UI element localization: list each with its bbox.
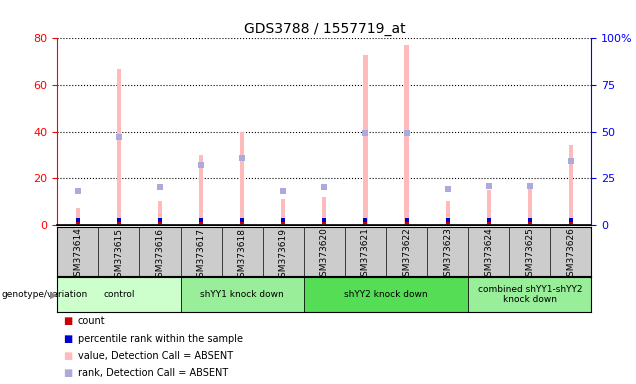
- Text: count: count: [78, 316, 105, 326]
- Bar: [304, 277, 468, 312]
- Title: GDS3788 / 1557719_at: GDS3788 / 1557719_at: [244, 22, 405, 36]
- Bar: [363, 55, 368, 225]
- Bar: [57, 277, 181, 312]
- Bar: [468, 277, 591, 312]
- Text: genotype/variation: genotype/variation: [1, 290, 88, 299]
- Text: ■: ■: [64, 334, 73, 344]
- Text: GSM373618: GSM373618: [238, 228, 247, 283]
- Text: GSM373616: GSM373616: [155, 228, 165, 283]
- Text: GSM373617: GSM373617: [197, 228, 205, 283]
- Bar: [240, 132, 244, 225]
- Text: GSM373623: GSM373623: [443, 228, 452, 283]
- Bar: [322, 197, 326, 225]
- Text: GSM373621: GSM373621: [361, 228, 370, 283]
- Bar: [281, 199, 286, 225]
- Text: GSM373620: GSM373620: [320, 228, 329, 283]
- Text: value, Detection Call = ABSENT: value, Detection Call = ABSENT: [78, 351, 233, 361]
- Bar: [117, 69, 121, 225]
- Bar: [404, 45, 408, 225]
- Text: percentile rank within the sample: percentile rank within the sample: [78, 334, 242, 344]
- Bar: [181, 277, 304, 312]
- Text: shYY1 knock down: shYY1 knock down: [200, 290, 284, 299]
- Text: control: control: [103, 290, 135, 299]
- Bar: [487, 190, 491, 225]
- Text: GSM373619: GSM373619: [279, 228, 287, 283]
- Bar: [158, 201, 162, 225]
- Text: ■: ■: [64, 368, 73, 378]
- Text: rank, Detection Call = ABSENT: rank, Detection Call = ABSENT: [78, 368, 228, 378]
- Text: shYY2 knock down: shYY2 knock down: [344, 290, 428, 299]
- Text: ■: ■: [64, 316, 73, 326]
- Text: combined shYY1-shYY2
knock down: combined shYY1-shYY2 knock down: [478, 285, 582, 304]
- Text: ■: ■: [64, 351, 73, 361]
- Bar: [199, 155, 203, 225]
- Bar: [569, 146, 573, 225]
- Text: GSM373626: GSM373626: [567, 228, 576, 283]
- Text: GSM373615: GSM373615: [114, 228, 123, 283]
- Text: GSM373625: GSM373625: [525, 228, 534, 283]
- Text: GSM373614: GSM373614: [73, 228, 82, 283]
- Bar: [528, 187, 532, 225]
- Text: GSM373622: GSM373622: [402, 228, 411, 282]
- Text: ▶: ▶: [50, 290, 57, 300]
- Bar: [446, 201, 450, 225]
- Bar: [76, 209, 80, 225]
- Text: GSM373624: GSM373624: [484, 228, 494, 282]
